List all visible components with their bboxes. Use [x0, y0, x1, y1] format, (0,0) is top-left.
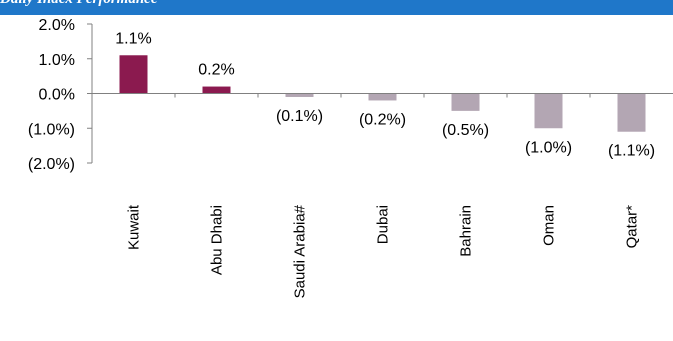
y-tick-label: (2.0%) — [28, 156, 75, 173]
category-label: Abu Dhabi — [209, 205, 226, 275]
x-axis — [92, 93, 673, 98]
data-label: (0.5%) — [442, 122, 489, 139]
data-labels: 1.1% 0.2% (0.1%) (0.2%) (0.5%) (1.0%) (1.1%) — [115, 30, 655, 159]
chart-banner: Daily Index Performance — [0, 0, 673, 15]
category-label: Kuwait — [126, 204, 143, 250]
data-label: (1.1%) — [608, 143, 655, 160]
category-label: Bahrain — [458, 205, 475, 257]
banner-title: Daily Index Performance — [0, 0, 157, 8]
y-tick-label: 0.0% — [39, 87, 75, 104]
category-label: Qatar* — [624, 205, 641, 249]
category-label: Saudi Arabia# — [292, 204, 309, 298]
y-tick-label: (1.0%) — [28, 121, 75, 138]
category-label: Dubai — [375, 205, 392, 244]
bar-oman — [534, 93, 563, 129]
bar-kuwait — [119, 55, 148, 94]
bar-bahrain — [451, 93, 480, 111]
bar-qatar — [617, 93, 646, 132]
bar-saudi-arabia — [285, 93, 314, 97]
y-tick-label: 2.0% — [39, 17, 75, 34]
data-label: 0.2% — [198, 62, 234, 79]
bars — [119, 55, 646, 132]
bar-abu-dhabi — [202, 86, 231, 94]
data-label: 1.1% — [115, 30, 151, 47]
data-label: (1.0%) — [525, 139, 572, 156]
category-label: Oman — [541, 205, 558, 246]
y-tick-label: 1.0% — [39, 52, 75, 69]
bar-dubai — [368, 93, 397, 101]
category-labels: Kuwait Abu Dhabi Saudi Arabia# Dubai Bahrain… — [126, 204, 641, 298]
y-axis: 2.0% 1.0% 0.0% (1.0%) (2.0%) — [28, 17, 93, 173]
data-label: (0.2%) — [359, 111, 406, 128]
data-label: (0.1%) — [276, 108, 323, 125]
